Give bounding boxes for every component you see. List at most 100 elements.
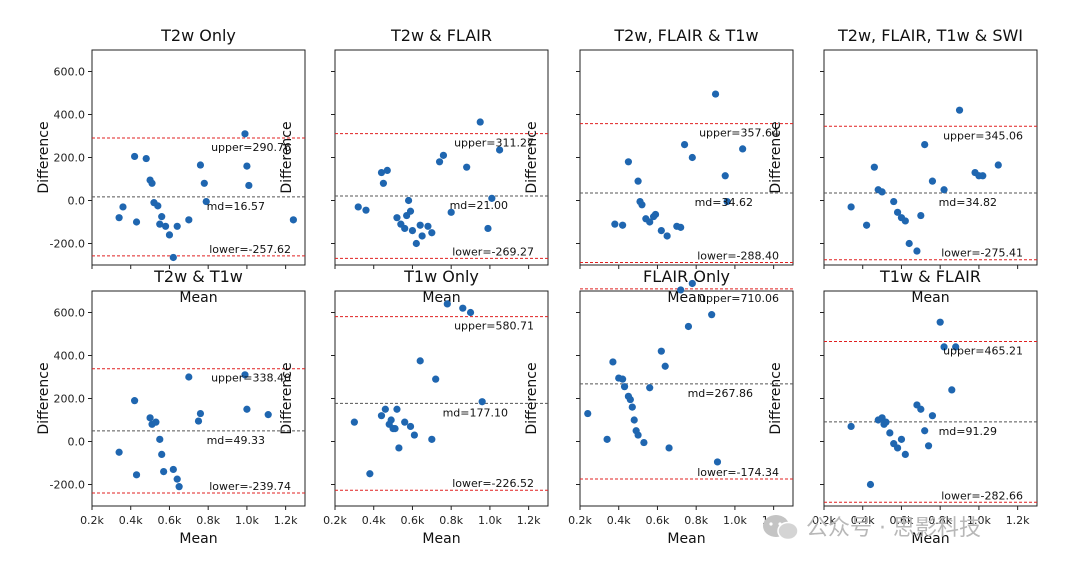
x-axis-label: Mean [911, 290, 949, 306]
data-point [628, 403, 636, 411]
chart-title: FLAIR Only [643, 267, 730, 286]
y-axis-label: Difference [279, 362, 295, 434]
md-label: md=34.82 [939, 196, 997, 209]
data-point [169, 465, 177, 474]
data-point [979, 172, 987, 180]
data-point [897, 435, 906, 443]
x-axis-label: Mean [667, 290, 705, 306]
y-tick-label: 0.0 [68, 436, 86, 449]
chart-title: T2w, FLAIR, T1w & SWI [837, 26, 1023, 45]
data-point [651, 210, 660, 219]
x-tick-label: 0.4k [119, 514, 143, 527]
data-point [383, 166, 391, 174]
data-point [264, 411, 272, 419]
md-label: md=34.62 [695, 196, 753, 209]
data-point [677, 286, 685, 294]
data-point [424, 222, 432, 230]
data-point [406, 422, 415, 431]
data-point [708, 311, 716, 319]
data-point [917, 211, 925, 220]
upper-label: upper=465.21 [943, 344, 1023, 357]
chart-title: T2w & FLAIR [390, 26, 492, 45]
data-point [463, 163, 471, 171]
data-point [955, 106, 964, 114]
data-point [940, 343, 948, 351]
data-point [952, 343, 960, 351]
data-point [484, 224, 492, 233]
y-axis-label: Difference [768, 121, 784, 193]
plot-frame [823, 290, 1038, 507]
panel-5: T2w & T1w Mean Difference -200.0 0.0 200.0 400… [36, 267, 306, 547]
lower-label: lower=-282.66 [941, 489, 1023, 502]
data-point [882, 418, 890, 426]
data-point [243, 162, 251, 170]
data-point [393, 214, 401, 222]
data-point [131, 152, 139, 161]
x-tick-label: 0.6k [401, 514, 425, 527]
upper-label: upper=311.27 [454, 137, 534, 150]
data-point [640, 438, 648, 447]
data-point [661, 362, 669, 370]
data-point [466, 308, 475, 317]
panel-1: T2w Only Mean Difference -200.0 0.0 200.0 400.… [36, 26, 306, 306]
data-point [739, 145, 747, 153]
x-tick-label: 1.2k [1006, 514, 1030, 527]
data-point [196, 409, 205, 418]
data-point [173, 475, 181, 483]
y-axis-label: Difference [36, 121, 52, 193]
upper-label: upper=290.76 [211, 141, 291, 154]
data-point [395, 444, 403, 452]
data-point [243, 405, 251, 413]
data-point [241, 371, 249, 379]
data-point [194, 417, 203, 425]
lower-label: lower=-288.40 [697, 250, 779, 263]
data-point [142, 154, 150, 163]
data-point [603, 435, 611, 443]
data-point [185, 373, 193, 381]
data-point [132, 471, 141, 479]
data-point [677, 223, 685, 231]
data-point [584, 409, 592, 418]
y-tick-label: 0.0 [68, 195, 86, 208]
data-point [478, 398, 486, 406]
data-point [994, 161, 1002, 169]
data-point [200, 179, 208, 187]
data-point [387, 416, 395, 424]
chart-title: T1w Only [403, 267, 479, 286]
data-point [870, 163, 878, 171]
data-point [847, 203, 855, 211]
data-point [408, 227, 417, 235]
data-point [131, 397, 139, 405]
data-point [160, 468, 168, 476]
lower-label: lower=-275.41 [941, 247, 1023, 260]
x-tick-label: 1.0k [235, 514, 259, 527]
upper-label: upper=710.06 [699, 292, 779, 305]
data-point [624, 158, 633, 166]
data-point [901, 450, 909, 458]
data-point [377, 168, 386, 177]
data-point [148, 179, 156, 187]
data-point [173, 222, 181, 230]
x-tick-label: 0.4k [607, 514, 631, 527]
data-point [132, 218, 141, 226]
data-point [684, 322, 693, 331]
data-point [847, 422, 855, 431]
md-label: md=91.29 [939, 425, 997, 438]
x-tick-label: 0.2k [323, 514, 347, 527]
wechat-logo-icon [763, 515, 799, 541]
data-point [890, 197, 898, 206]
data-point [428, 435, 436, 443]
data-point [893, 444, 902, 452]
data-point [115, 214, 123, 222]
data-point [878, 188, 886, 196]
watermark-text: 公众号 · 思影科技 [806, 516, 981, 541]
data-point [377, 412, 386, 420]
data-point [663, 232, 671, 240]
data-point [146, 414, 154, 422]
data-point [381, 405, 389, 413]
data-point [156, 220, 164, 228]
lower-label: lower=-226.52 [452, 477, 534, 490]
